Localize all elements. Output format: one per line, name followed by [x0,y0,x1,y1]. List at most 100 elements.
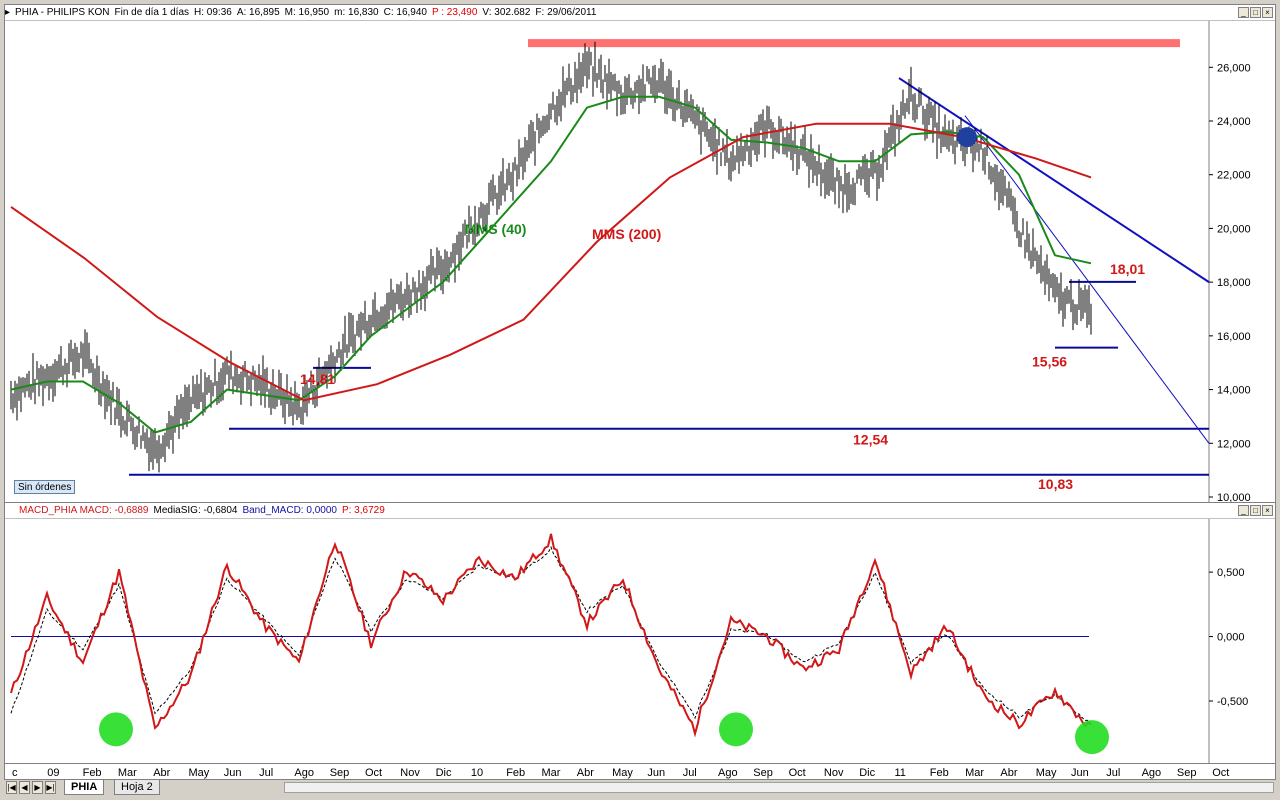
chart-annotation: 14,81 [300,371,335,387]
y-tick-label: 20,000 [1217,223,1251,235]
open-label: A: 16,895 [236,7,280,18]
close-button[interactable]: × [1262,505,1273,516]
close-button[interactable]: × [1262,7,1273,18]
tab-phia[interactable]: PHIA [64,780,105,795]
crossover-marker [957,127,977,148]
y-tick-label: 24,000 [1217,116,1251,128]
high-label: M: 16,950 [284,7,330,18]
downtrend-line-steep [964,115,1210,444]
maximize-button[interactable]: □ [1250,505,1261,516]
volume-label: V: 302.682 [482,7,531,18]
date-label: F: 29/06/2011 [535,7,597,18]
mms200-line [10,122,1092,402]
x-tick-label: May [189,767,210,779]
timeframe-label: Fin de día 1 días [114,7,190,18]
y-tick-label: 26,000 [1217,62,1251,74]
x-tick-label: Oct [1212,767,1229,779]
y-tick-label: 12,000 [1217,438,1251,450]
tab-hoja-2[interactable]: Hoja 2 [114,780,160,795]
macd-chart-svg[interactable]: 0,500 0,000 -0,500 [5,519,1275,763]
hour-label: H: 09:36 [194,7,232,18]
last-sheet-button[interactable]: ▶| [45,781,56,794]
x-tick-label: Jun [224,767,242,779]
x-tick-label: Nov [824,767,844,779]
x-tick-label: Feb [83,767,102,779]
close-label: C: 16,940 [383,7,427,18]
first-sheet-button[interactable]: |◀ [6,781,17,794]
x-tick-label: Abr [577,767,594,779]
chart-annotation: MMS (40) [465,221,526,237]
y-tick-label: 14,000 [1217,385,1251,397]
chart-annotation: MMS (200) [592,226,661,242]
x-tick-label: Jul [683,767,697,779]
y-tick-label: 0,000 [1217,632,1245,644]
x-tick-label: Oct [365,767,382,779]
chart-annotation: 15,56 [1032,354,1067,370]
y-tick-label: 16,000 [1217,331,1251,343]
price-chart-panel: ▸ PHIA - PHILIPS KON Fin de día 1 días H: 0… [4,4,1276,503]
x-tick-label: Nov [400,767,420,779]
x-tick-label: Jun [1071,767,1089,779]
prev-sheet-button[interactable]: ◀ [19,781,30,794]
x-tick-label: Sep [330,767,350,779]
date-axis: c 09 Feb Mar Abr May Jun Jul Ago Sep Oct Nov Dic 10 Fe… [4,764,1276,780]
chart-annotation: 12,54 [853,432,888,448]
x-tick-label: Mar [542,767,561,779]
signal-line [10,545,1092,723]
x-tick-label: Jul [259,767,273,779]
x-tick-label: Mar [965,767,984,779]
x-tick-label: c [12,767,18,779]
x-tick-label: Sep [753,767,773,779]
x-tick-label: Dic [859,767,875,779]
y-tick-label: 18,000 [1217,277,1251,289]
macd-label: MACD_PHIA MACD: -0,6889 [19,505,149,516]
next-sheet-button[interactable]: ▶ [32,781,43,794]
x-tick-label: Ago [294,767,314,779]
x-tick-label: May [1036,767,1057,779]
low-label: m: 16,830 [334,7,379,18]
x-tick-label: Jun [647,767,665,779]
buy-signal-circle [719,712,753,747]
x-tick-label: Dic [436,767,452,779]
x-tick-label: Ago [718,767,738,779]
minimize-button[interactable]: _ [1238,505,1249,516]
y-tick-label: 0,500 [1217,567,1245,579]
x-tick-label: Feb [930,767,949,779]
maximize-button[interactable]: □ [1250,7,1261,18]
signal-label: MediaSIG: -0,6804 [153,505,238,516]
minimize-button[interactable]: _ [1238,7,1249,18]
downtrend-line [898,77,1210,283]
macd-panel: MACD_PHIA MACD: -0,6889 MediaSIG: -0,6804… [4,502,1276,764]
price-chart-svg[interactable]: 26,000 24,000 22,000 20,000 18,000 16,000 14,0… [5,21,1275,502]
buy-signal-circle [99,712,133,747]
x-tick-label: Sep [1177,767,1197,779]
x-tick-label: Oct [789,767,806,779]
chart-annotation: 10,83 [1038,476,1073,492]
buy-signal-circle [1075,720,1109,755]
collapse-icon[interactable]: ▸ [5,7,11,18]
macd-header: MACD_PHIA MACD: -0,6889 MediaSIG: -0,6804… [5,503,1275,519]
macd-price-label: P: 3,6729 [341,505,385,516]
x-tick-label: May [612,767,633,779]
date-axis-svg: c 09 Feb Mar Abr May Jun Jul Ago Sep Oct Nov Dic 10 Fe… [12,767,1229,779]
x-tick-label: Ago [1142,767,1162,779]
x-tick-label: Abr [1000,767,1017,779]
mms40-line [10,95,1092,434]
y-tick-label: 10,000 [1217,492,1251,502]
macd-line [10,533,1092,738]
x-tick-label: 10 [471,767,483,779]
horizontal-scrollbar[interactable] [284,782,1274,793]
x-tick-label: Abr [153,767,170,779]
resistance-band [528,39,1180,48]
y-tick-label: 22,000 [1217,170,1251,182]
y-tick-label: -0,500 [1217,696,1248,708]
price-label: P : 23,490 [431,7,478,18]
price-header: ▸ PHIA - PHILIPS KON Fin de día 1 días H: 0… [5,5,1275,21]
orders-badge[interactable]: Sin órdenes [14,480,76,494]
band-label: Band_MACD: 0,0000 [242,505,337,516]
symbol-label: PHIA - PHILIPS KON [15,7,110,18]
sheet-tab-bar: |◀ ◀ ▶ ▶| PHIA Hoja 2 [4,780,1276,796]
x-tick-label: Jul [1106,767,1120,779]
x-tick-label: 09 [47,767,59,779]
x-tick-label: Mar [118,767,137,779]
